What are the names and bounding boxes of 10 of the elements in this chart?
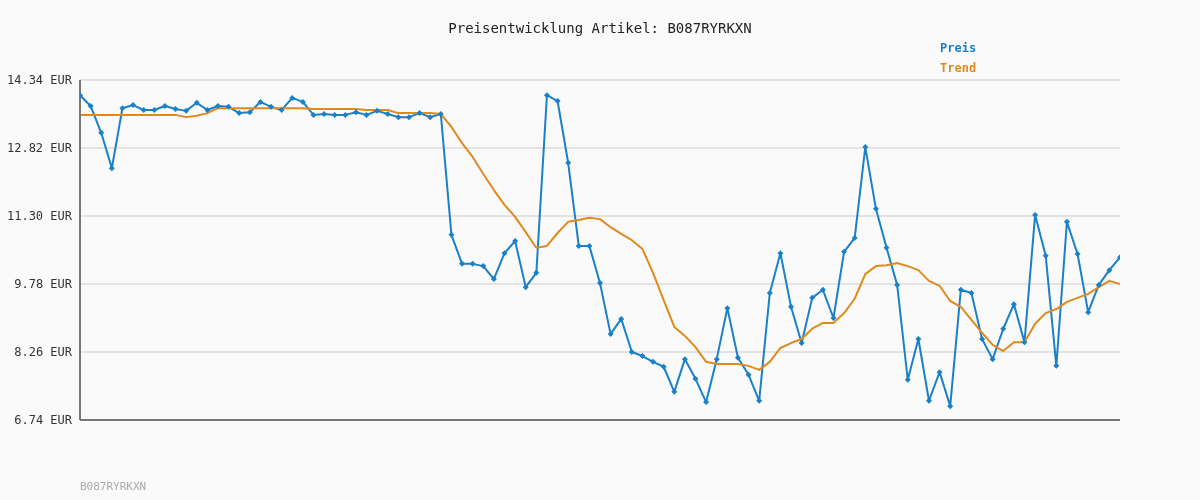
chart-title: Preisentwicklung Artikel: B087RYRKXN — [447, 20, 753, 36]
y-tick-label: 12.82 EUR — [6, 141, 73, 156]
y-tick-label: 11.30 EUR — [6, 209, 73, 224]
text: Trend — [940, 60, 977, 77]
y-tick-label: 8.26 EUR — [14, 345, 73, 360]
y-tick-label: 14.34 EUR — [6, 73, 73, 88]
y-tick-label: 6.74 EUR — [14, 413, 73, 428]
text: B087RYRKXN — [80, 480, 147, 493]
text: Preis — [940, 40, 977, 57]
y-tick-label: 9.78 EUR — [14, 277, 73, 292]
